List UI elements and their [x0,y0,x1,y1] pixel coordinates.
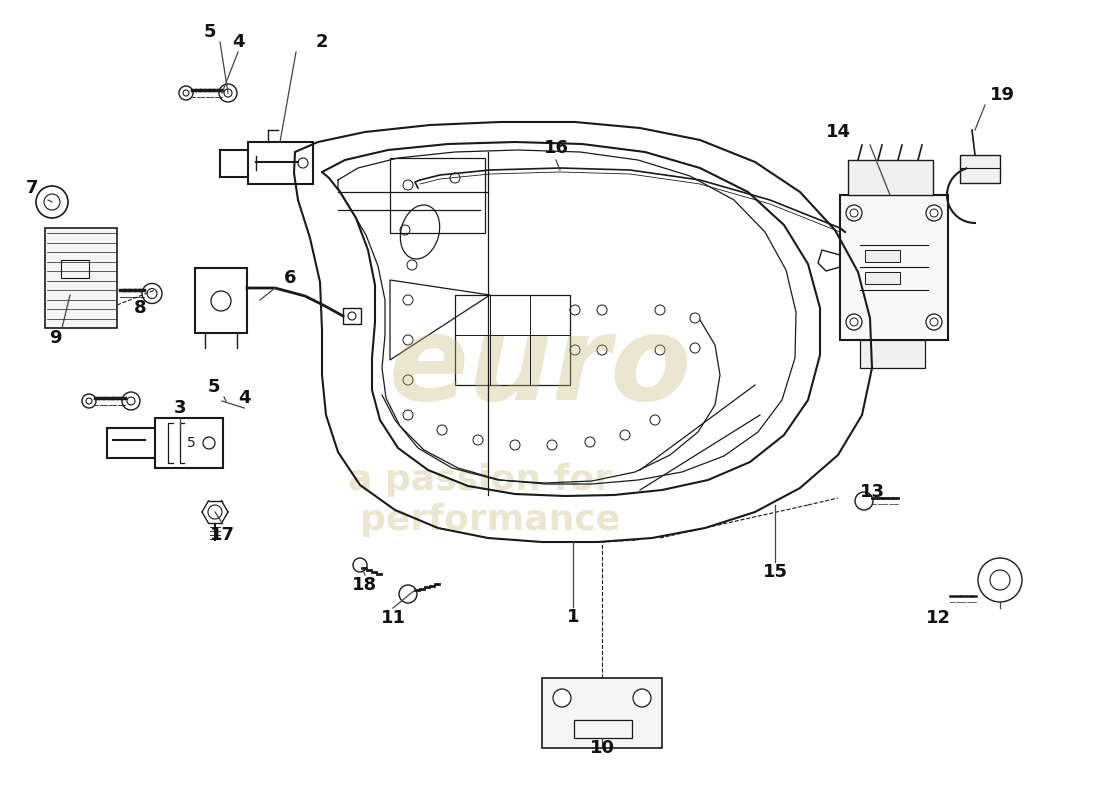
Bar [248,142,314,184]
Text: 4: 4 [238,389,251,407]
Circle shape [553,689,571,707]
Bar [155,418,223,468]
Circle shape [142,283,162,303]
Text: a passion for: a passion for [348,463,612,497]
Bar [60,260,89,278]
Text: 7: 7 [25,179,39,197]
Bar [343,308,361,324]
Bar [574,720,632,738]
Circle shape [82,394,96,408]
Bar [390,158,485,233]
Circle shape [399,585,417,603]
Text: 12: 12 [925,609,950,627]
Bar [45,228,117,328]
Text: 10: 10 [590,739,615,757]
Text: 15: 15 [762,563,788,581]
Text: 1: 1 [566,608,580,626]
Bar [455,295,570,385]
Circle shape [926,205,942,221]
Text: 6: 6 [284,269,296,287]
Circle shape [36,186,68,218]
Circle shape [855,492,873,510]
Circle shape [219,84,236,102]
Text: 5: 5 [204,23,217,41]
Bar [195,268,248,333]
Bar [542,678,662,748]
Circle shape [179,86,192,100]
Text: 9: 9 [48,329,62,347]
Bar [848,160,933,195]
Text: 14: 14 [825,123,850,141]
Text: 16: 16 [543,139,569,157]
Circle shape [846,205,862,221]
Text: 5: 5 [208,378,220,396]
Bar [865,250,900,262]
Text: euro: euro [388,310,692,426]
Bar [865,272,900,284]
Text: 4: 4 [232,33,244,51]
Text: 18: 18 [352,576,377,594]
Text: 17: 17 [209,526,234,544]
Circle shape [632,689,651,707]
Text: 2: 2 [316,33,328,51]
Circle shape [843,229,852,239]
Text: 19: 19 [990,86,1014,104]
Bar [860,340,925,368]
Text: 3: 3 [174,399,186,417]
Circle shape [846,314,862,330]
Text: 8: 8 [134,299,146,317]
Text: performance: performance [360,503,620,537]
Text: 13: 13 [859,483,884,501]
Text: 11: 11 [381,609,406,627]
Circle shape [926,314,942,330]
Circle shape [978,558,1022,602]
Circle shape [353,558,367,572]
Text: 5: 5 [187,436,196,450]
Bar [840,195,948,340]
Bar [960,155,1000,183]
Circle shape [122,392,140,410]
